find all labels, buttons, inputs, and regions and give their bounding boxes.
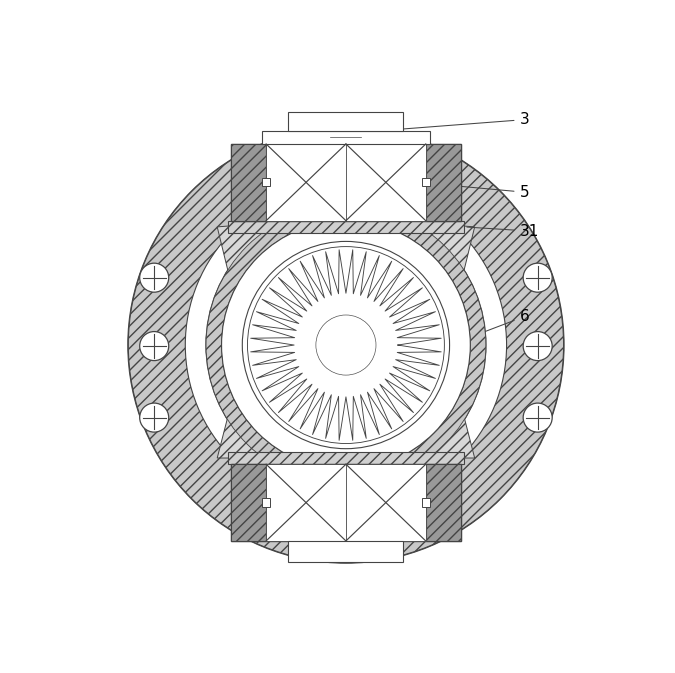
Circle shape (242, 242, 450, 449)
Bar (262, 131, 430, 144)
Text: 31: 31 (467, 223, 539, 238)
Bar (231, 144, 461, 221)
Circle shape (128, 127, 564, 563)
Bar (422, 499, 430, 507)
Circle shape (140, 403, 169, 432)
Circle shape (206, 205, 486, 485)
Bar (262, 499, 270, 507)
Text: 6: 6 (452, 309, 529, 344)
Circle shape (523, 403, 552, 432)
Bar (288, 541, 404, 562)
Circle shape (523, 263, 552, 292)
Bar (228, 221, 464, 233)
Bar (426, 464, 461, 541)
Bar (262, 178, 270, 186)
Polygon shape (381, 221, 475, 340)
Bar (266, 464, 426, 541)
Circle shape (140, 332, 169, 361)
Bar (288, 112, 404, 131)
Bar (426, 144, 461, 221)
Bar (266, 144, 426, 221)
Circle shape (523, 332, 552, 361)
Wedge shape (206, 205, 486, 485)
Circle shape (140, 263, 169, 292)
Bar (228, 452, 464, 464)
Circle shape (248, 246, 444, 444)
Polygon shape (217, 221, 310, 340)
Polygon shape (217, 350, 310, 458)
Circle shape (221, 221, 470, 470)
Bar (231, 144, 266, 221)
Bar (231, 464, 461, 541)
Circle shape (316, 315, 376, 375)
Polygon shape (381, 350, 475, 458)
Text: 3: 3 (359, 112, 529, 133)
Bar (422, 178, 430, 186)
Wedge shape (128, 127, 564, 563)
Text: 5: 5 (442, 184, 529, 200)
Bar (231, 464, 266, 541)
